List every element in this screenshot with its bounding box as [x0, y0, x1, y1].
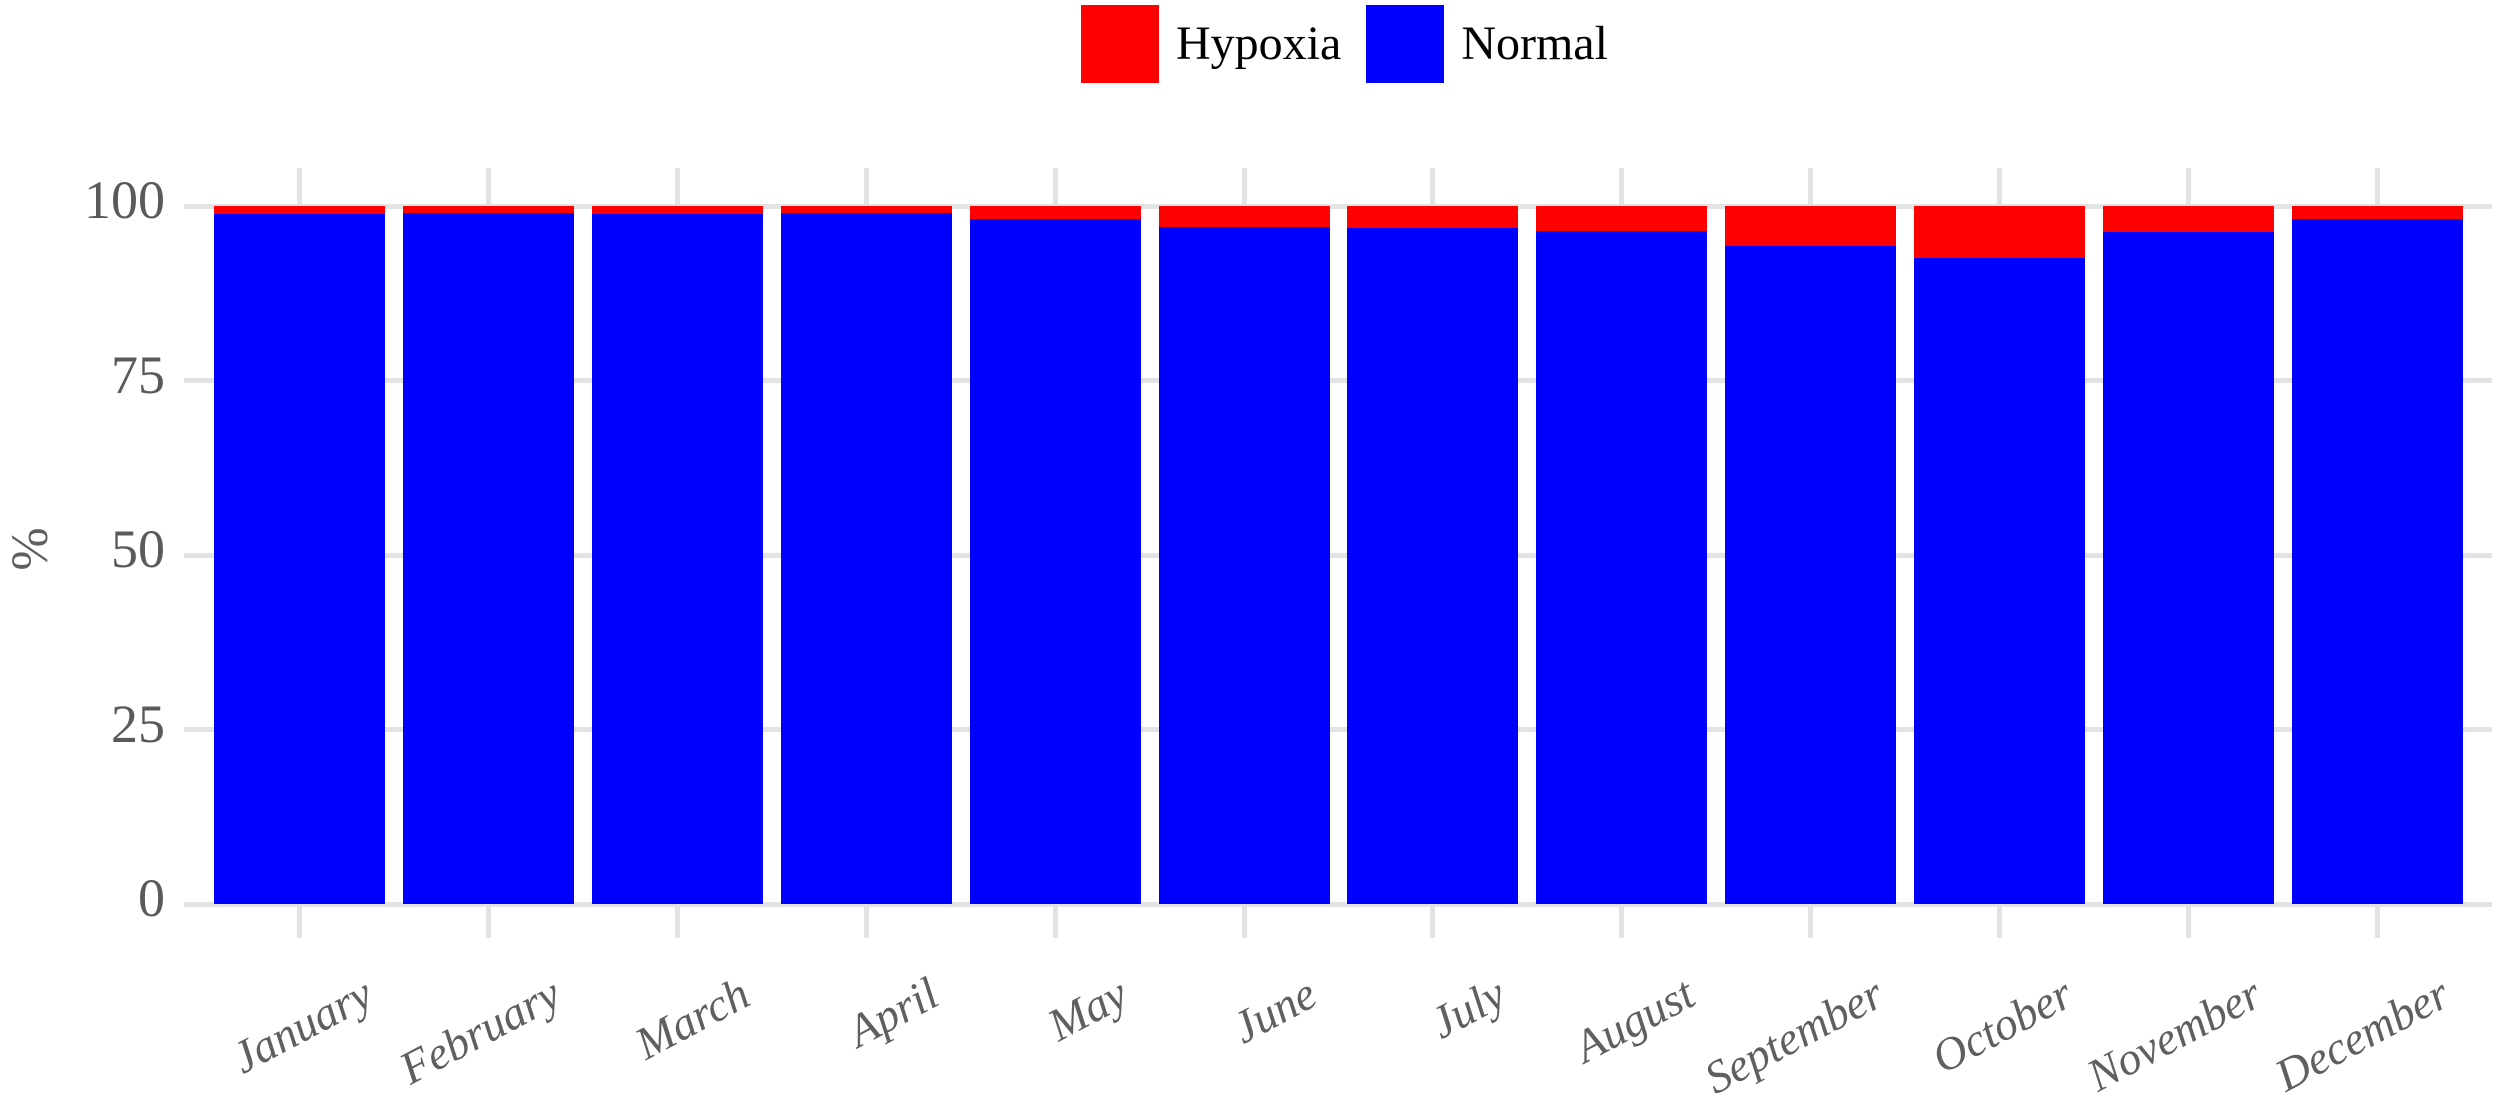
x-tick-label-april: April	[839, 967, 947, 1057]
y-tick-label-50: 50	[111, 519, 165, 579]
x-tick-label-june: June	[1223, 967, 1325, 1054]
legend: Hypoxia Normal	[1081, 5, 1608, 83]
legend-swatch-hypoxia	[1081, 5, 1159, 83]
legend-item-normal: Normal	[1366, 5, 1608, 83]
y-tick-100	[184, 203, 214, 209]
bar-june-normal	[1158, 226, 1330, 904]
bar-february-normal	[402, 212, 574, 904]
grid-seg-top-december	[2374, 168, 2380, 208]
bar-may-hypoxia	[969, 206, 1141, 219]
bar-october-normal	[1914, 258, 2086, 904]
y-tick-label-100: 100	[84, 170, 165, 230]
y-axis-title: %	[2, 527, 59, 571]
x-tick-label-november: November	[2078, 967, 2270, 1102]
x-tick-label-may: May	[1039, 967, 1136, 1051]
bar-september-hypoxia	[1725, 206, 1897, 247]
y-tick-label-75: 75	[111, 344, 165, 405]
x-tick-august	[1619, 904, 1625, 938]
x-tick-label-september: September	[1695, 967, 1892, 1104]
x-tick-may	[1052, 904, 1058, 938]
grid-seg-top-october	[1997, 168, 2003, 208]
x-tick-label-march: March	[627, 967, 758, 1070]
bar-november-hypoxia	[2103, 206, 2274, 232]
x-tick-october	[1997, 904, 2003, 938]
y-tick-25	[184, 727, 214, 732]
bar-september-normal	[1725, 246, 1897, 904]
y-tick-75	[184, 378, 214, 383]
bar-march-normal	[591, 213, 763, 904]
grid-seg-top-june	[1241, 168, 1247, 208]
gridline-y-100	[188, 203, 2492, 209]
x-tick-november	[2186, 904, 2191, 938]
grid-seg-top-april	[863, 168, 869, 208]
legend-label-normal: Normal	[1461, 17, 1608, 70]
x-tick-december	[2374, 904, 2380, 938]
x-tick-label-january: January	[222, 967, 381, 1084]
grid-seg-top-september	[1808, 168, 1814, 208]
grid-seg-top-february	[485, 168, 491, 208]
bar-march-hypoxia	[591, 206, 763, 214]
grid-seg-top-july	[1430, 168, 1436, 208]
bar-november-normal	[2103, 231, 2274, 904]
y-tick-50	[184, 552, 214, 558]
legend-item-hypoxia: Hypoxia	[1081, 5, 1341, 83]
gridline-y-50	[188, 552, 2492, 558]
gridline-y-25	[188, 727, 2492, 732]
bar-april-normal	[780, 212, 952, 904]
bar-july-normal	[1347, 227, 1519, 904]
grid-seg-top-march	[674, 168, 680, 208]
bar-august-hypoxia	[1536, 206, 1708, 232]
x-tick-label-july: July	[1421, 967, 1514, 1049]
bar-july-hypoxia	[1347, 206, 1519, 228]
bar-december-hypoxia	[2291, 206, 2463, 220]
grid-seg-top-january	[297, 168, 302, 208]
legend-label-hypoxia: Hypoxia	[1176, 17, 1342, 70]
x-tick-february	[485, 904, 491, 938]
bar-january-hypoxia	[214, 206, 385, 214]
grid-seg-top-november	[2186, 168, 2191, 208]
gridline-y-0	[188, 901, 2492, 907]
bar-april-hypoxia	[780, 206, 952, 213]
y-tick-0	[184, 901, 214, 907]
gridline-y-75	[188, 378, 2492, 383]
grid-seg-top-may	[1052, 168, 1058, 208]
x-tick-march	[674, 904, 680, 938]
grid-seg-top-august	[1619, 168, 1625, 208]
x-tick-label-december: December	[2267, 967, 2458, 1102]
x-tick-june	[1241, 904, 1247, 938]
bar-october-hypoxia	[1914, 206, 2086, 259]
x-tick-january	[297, 904, 302, 938]
x-tick-label-february: February	[391, 967, 569, 1094]
bar-february-hypoxia	[402, 206, 574, 213]
x-tick-september	[1808, 904, 1814, 938]
y-tick-label-0: 0	[138, 868, 165, 928]
x-tick-april	[863, 904, 869, 938]
bar-june-hypoxia	[1158, 206, 1330, 227]
x-tick-july	[1430, 904, 1436, 938]
y-tick-label-25: 25	[111, 693, 165, 754]
bar-december-normal	[2291, 219, 2463, 904]
bar-august-normal	[1536, 231, 1708, 904]
x-tick-label-august: August	[1565, 967, 1703, 1073]
bar-may-normal	[969, 218, 1141, 904]
bar-january-normal	[214, 213, 385, 904]
legend-swatch-normal	[1366, 5, 1445, 83]
x-tick-label-october: October	[1923, 967, 2081, 1084]
